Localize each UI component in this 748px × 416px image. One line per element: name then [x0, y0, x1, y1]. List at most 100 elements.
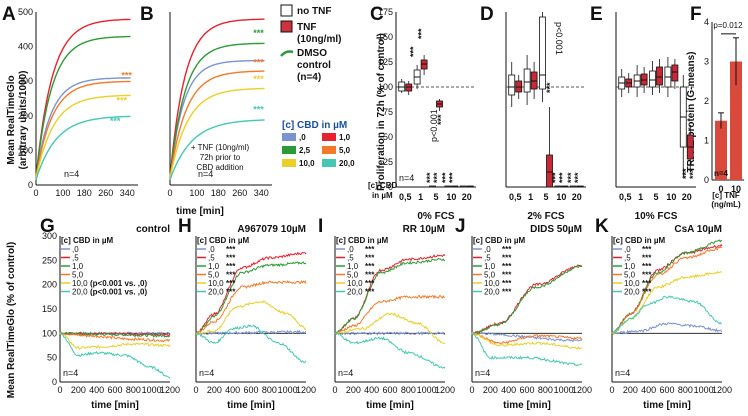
- cbd-legend-swatch: [282, 133, 296, 141]
- cbd-axis-label: [c] CBD: [368, 181, 398, 190]
- plots: 0 100 180 260 3400100200300400500n=4********…: [18, 7, 744, 411]
- legend-label: 10,0: [347, 279, 363, 288]
- legend-label: 5,0: [72, 271, 84, 280]
- series-line-_0: [471, 331, 583, 343]
- cbd-legend-title: [c] CBD in µM: [282, 120, 347, 131]
- x-tick-label: 800: [401, 385, 416, 395]
- x-tick-label: 260: [232, 188, 247, 198]
- sig-marker: ***: [557, 172, 567, 183]
- top-ylabel-units: (arbitrary units/1000): [18, 71, 29, 170]
- f-xlabel-2: (ng/mL): [711, 200, 741, 209]
- sig-marker: ***: [550, 172, 560, 183]
- cbd-legend-label: 20,0: [339, 159, 355, 168]
- series-line-20_0: [471, 332, 583, 367]
- legend-significance: ***: [502, 254, 512, 263]
- legend-label: 5,0: [208, 271, 220, 280]
- series-line-10_0: [195, 300, 307, 335]
- y-tick-label: 2: [704, 96, 709, 106]
- legend-significance: ***: [642, 262, 652, 271]
- legend-label: ,0: [624, 245, 631, 254]
- legend-title: [c] CBD in µM: [336, 236, 388, 245]
- box-no_tnf: [649, 70, 656, 88]
- x-tick-label: 400: [501, 385, 516, 395]
- legend-label: ,5: [72, 254, 79, 263]
- x-tick-label: 200: [623, 385, 638, 395]
- category-label: 0,5: [619, 192, 632, 202]
- category-label: 1: [418, 192, 423, 202]
- legend-label: ,0: [484, 245, 491, 254]
- legend-significance: ***: [642, 245, 652, 254]
- series-line-10_0: [35, 94, 131, 179]
- y-tick-label: 400: [18, 42, 33, 52]
- n-label: n=4: [64, 169, 79, 179]
- panel-k-label: K: [595, 216, 609, 237]
- sig-marker: ***: [425, 172, 435, 183]
- x-tick-label: 600: [519, 385, 534, 395]
- y-tick-label: 1: [704, 136, 709, 146]
- panel-e: 0,5 1 5 10 20 10% FCS ******: [615, 12, 698, 222]
- legend-label: 5,0: [347, 271, 359, 280]
- tnf-swatch: [280, 20, 293, 33]
- y-tick-label: 100: [18, 145, 33, 155]
- x-tick-label: 1000: [554, 385, 574, 395]
- series-line-5_0: [195, 279, 307, 335]
- series-line-10_0: [334, 312, 446, 345]
- series-line-10_0: [59, 332, 171, 350]
- y-tick-label: 250: [42, 255, 57, 265]
- series-line-20_0: [334, 332, 446, 369]
- cbd-legend: ,0 1,0 2,5 5,0 10,0 20,0: [282, 133, 355, 168]
- no-tnf-label: no TNF: [297, 6, 331, 17]
- x-tick-label: 400: [89, 385, 104, 395]
- category-label: 20: [462, 192, 472, 202]
- x-tick-label: 0: [609, 385, 614, 395]
- x-tick-label: 800: [538, 385, 553, 395]
- legend-label: 1,0: [72, 262, 84, 271]
- category-label: 0,5: [509, 192, 522, 202]
- x-tick-label: 1000: [278, 385, 298, 395]
- sig-marker: ***: [688, 168, 698, 179]
- x-tick-label: 100: [189, 188, 204, 198]
- series-line-2_5: [169, 42, 265, 179]
- legend-label: 20,0: [484, 288, 500, 297]
- series-line-_0: [169, 59, 265, 179]
- legend-label: 10,0: [624, 279, 640, 288]
- box-no_tnf: [523, 68, 531, 93]
- tnf-dose-label: (10ng/ml): [297, 34, 341, 45]
- legend-significance: ***: [642, 288, 652, 297]
- cbd-legend-swatch: [322, 159, 336, 167]
- category-label: 10: [446, 192, 456, 202]
- p-value: p<0.001: [554, 22, 564, 55]
- n-label: n=4: [338, 368, 353, 378]
- legend-significance: ***: [226, 262, 236, 271]
- panel-h-label: H: [178, 216, 192, 237]
- sig-marker: ***: [566, 172, 576, 183]
- legend-label: ,0: [208, 245, 215, 254]
- x-tick-label: 180: [211, 188, 226, 198]
- series-line-_0: [334, 331, 446, 336]
- x-tick-label: 0: [57, 385, 62, 395]
- bar-0: [715, 120, 727, 180]
- legend-significance: ***: [642, 279, 652, 288]
- y-tick-label: 0: [388, 182, 393, 192]
- x-tick-label: 200: [71, 385, 86, 395]
- legend-label: 10,0: [72, 279, 88, 288]
- n-label: n=4: [399, 173, 414, 183]
- panel-d-label: D: [480, 4, 494, 25]
- panel-a-label: A: [2, 4, 16, 25]
- panel-subtitle: RR 10µM: [403, 224, 445, 235]
- x-tick-label: 200: [483, 385, 498, 395]
- f-xlabel-1: [c] TNF: [712, 191, 740, 200]
- series-line-5_0: [471, 331, 583, 345]
- category-label: 5: [433, 192, 438, 202]
- y-tick-label: 100: [42, 328, 57, 338]
- x-tick-label: 1000: [142, 385, 162, 395]
- sig-marker: ***: [253, 104, 264, 114]
- x-axis-title: time [min]: [91, 400, 139, 411]
- legend-significance: ***: [365, 245, 375, 254]
- panel-g-label: G: [40, 216, 55, 237]
- sig-marker: ***: [545, 82, 555, 93]
- legend-significance: ***: [502, 271, 512, 280]
- y-tick-label: 75: [383, 107, 393, 117]
- y-tick-label: 100: [378, 82, 393, 92]
